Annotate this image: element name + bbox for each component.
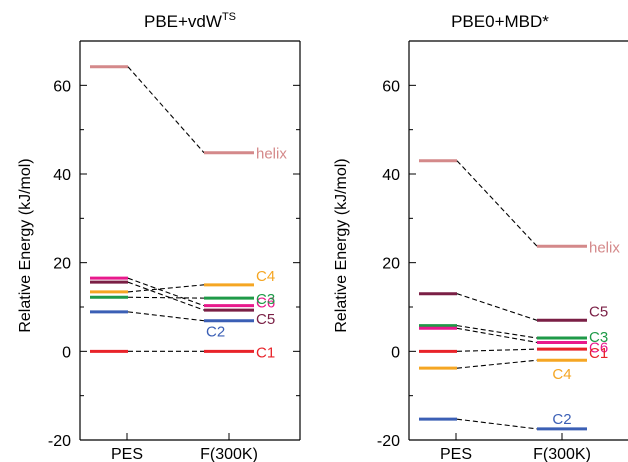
panel2-c6-label: C6 [589,339,608,356]
panel2-helix-label: helix [589,239,620,256]
panel2-c1-label: C1 [589,345,608,362]
panel1-helix-label: helix [256,146,287,163]
panel2-ytick-label: 0 [391,344,400,361]
panel2-xtick-label: PES [440,446,472,462]
panel1-c6-label: C6 [256,295,275,312]
panel2-helix-connector [456,160,538,247]
panel2-c3-connector [456,325,538,339]
panel1-c2-connector [127,311,205,322]
panel1-title-superscript: TS [222,11,236,23]
panel1-xtick-label: F(300K) [200,446,258,462]
panel1-c5-label: C5 [256,311,275,328]
panel2-ytick-label: 60 [382,78,400,95]
panel1-c2-label: C2 [206,324,225,341]
panel1-ytick-label: 40 [53,167,71,184]
panel2-c1-connector [456,348,538,352]
panel1-c3-label: C3 [256,291,275,308]
panel1-xtick-label: PES [111,446,143,462]
panel2-c2-label: C2 [552,411,571,428]
panel1-helix-connector [127,66,205,154]
panel2-ytick-label: -20 [377,433,400,450]
panel2-title: PBE0+MBD* [451,12,549,31]
panel2-xtick-label: F(300K) [533,446,591,462]
panel2-ylabel: Relative Energy (kJ/mol) [333,158,350,332]
panel1-ytick-label: -20 [48,433,71,450]
panel1-ytick-label: 20 [53,256,71,273]
panel1-ylabel: Relative Energy (kJ/mol) [17,158,34,332]
panel2-ytick-label: 20 [382,256,400,273]
panel2-c6-connector [456,327,538,344]
panel2-c5-label: C5 [589,303,608,320]
panel1-c4-label: C4 [256,268,275,285]
panel2-ytick-label: 40 [382,167,400,184]
panel1-ytick-label: 60 [53,78,71,95]
panel1-c3-connector [127,296,205,299]
panel1-c1-label: C1 [256,344,275,361]
panel2-c4-label: C4 [552,366,571,383]
panel1-c5-connector [127,281,205,311]
panel1-c4-connector [127,284,205,293]
panel1-c6-connector [127,277,205,307]
panel2-c4-connector [456,359,538,369]
panel1-title: PBE+vdWTS [144,11,236,31]
panel1-ytick-label: 0 [62,344,71,361]
panel2-c3-label: C3 [589,329,608,346]
panel2-c2-connector [456,418,538,430]
panel2-c5-connector [456,293,538,321]
